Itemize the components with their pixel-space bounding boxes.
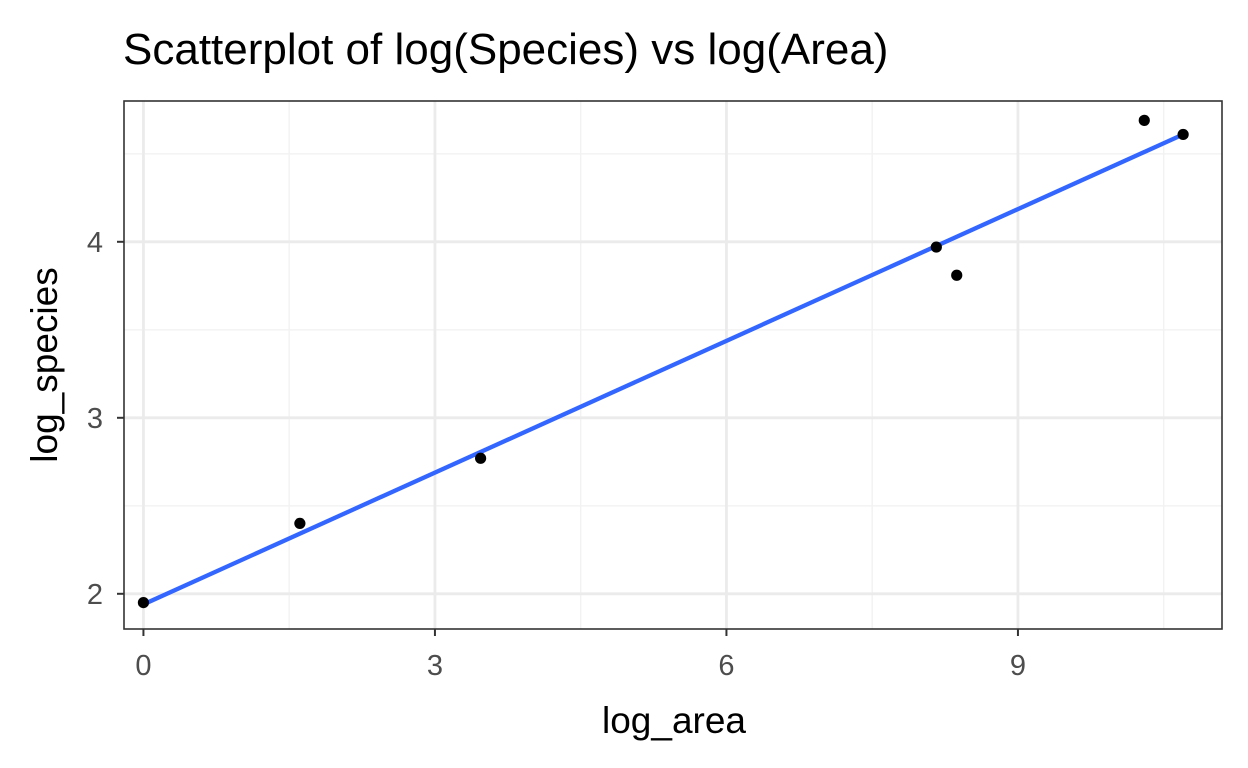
regression-line (142, 132, 1185, 607)
chart-title: Scatterplot of log(Species) vs log(Area) (123, 25, 888, 74)
x-axis-title: log_area (602, 700, 746, 741)
y-tick-label: 4 (87, 227, 103, 259)
data-point (1138, 114, 1150, 126)
data-point (1177, 128, 1189, 141)
y-axis: 2 3 4 (87, 227, 124, 611)
x-tick-label: 0 (135, 650, 151, 682)
x-tick-label: 3 (427, 650, 443, 682)
data-point (951, 269, 963, 281)
x-tick-label: 6 (718, 650, 734, 682)
y-tick-label: 2 (87, 579, 103, 611)
major-grid (124, 101, 1222, 629)
data-point (930, 241, 942, 253)
y-axis-title: log_species (24, 267, 65, 462)
minor-grid (124, 101, 1222, 629)
data-point (294, 517, 306, 530)
data-point (475, 452, 487, 464)
x-axis: 0 3 6 9 (135, 629, 1026, 682)
points-layer (137, 114, 1189, 609)
data-point (137, 597, 150, 609)
panel-border (123, 100, 1223, 630)
fit-line-layer (142, 132, 1185, 607)
plot-panel (123, 100, 1223, 630)
y-tick-label: 3 (87, 403, 103, 435)
x-tick-label: 9 (1010, 650, 1026, 682)
